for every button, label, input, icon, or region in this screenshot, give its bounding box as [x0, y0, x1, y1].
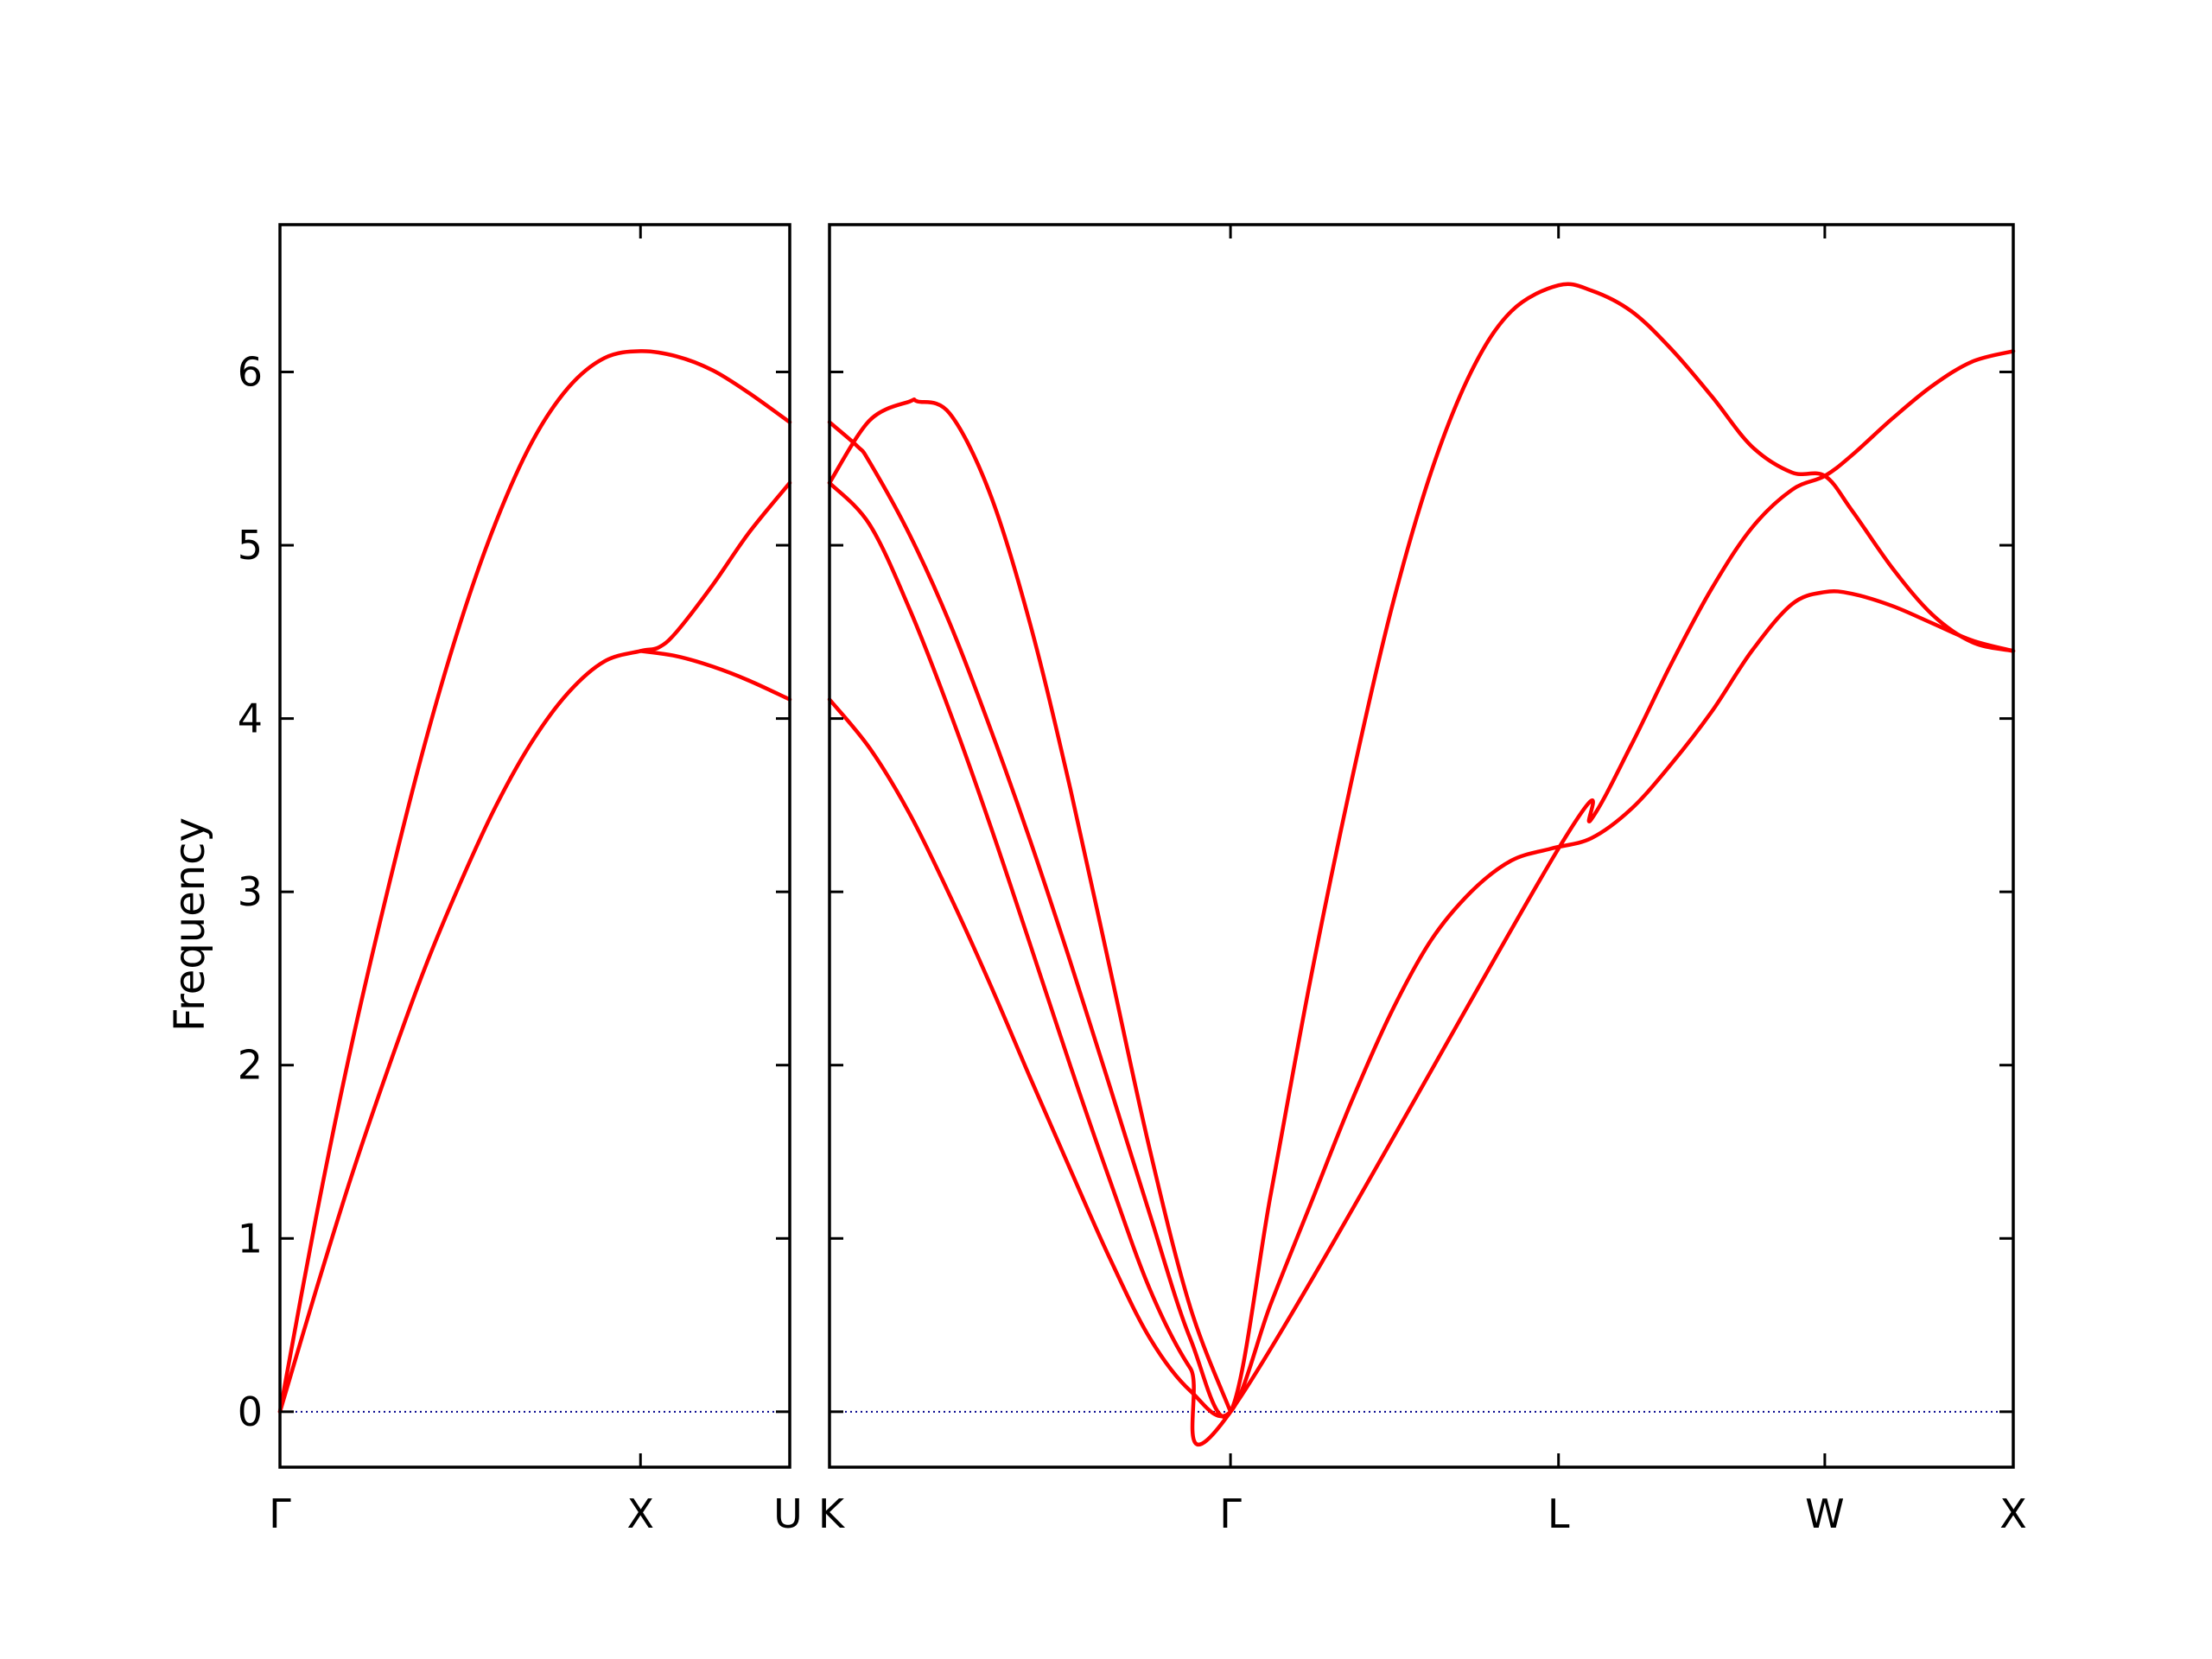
band-line-p1-2 [277, 349, 792, 1414]
band-line-p2-1 [827, 588, 2016, 1419]
band-line-p1-1 [277, 480, 792, 1414]
y-axis-label: Frequency [166, 817, 214, 1032]
y-tick-label: 6 [238, 348, 263, 395]
y-tick-label: 5 [238, 522, 263, 569]
x-tick-label: W [1805, 1491, 1844, 1537]
plot-frame-panel-2 [828, 223, 2015, 1469]
x-tick-label: U [773, 1491, 803, 1537]
x-tick-label: Γ [1219, 1491, 1242, 1537]
y-tick-label: 0 [238, 1389, 263, 1435]
y-tick-label: 1 [238, 1215, 263, 1262]
x-tick-label: X [1999, 1491, 2027, 1537]
x-tick-label: L [1548, 1491, 1570, 1537]
x-tick-label: K [818, 1491, 846, 1537]
band-line-p2-4 [827, 397, 1233, 1414]
x-tick-label: Γ [269, 1491, 291, 1537]
band-line-p1-3 [639, 649, 792, 702]
y-tick-label: 3 [238, 868, 263, 915]
band-lines [277, 282, 2016, 1446]
y-tick-label: 4 [238, 696, 263, 742]
axis-labels: 0 1 2 3 4 5 6 Γ X U K Γ L W X [238, 348, 2027, 1537]
plot-frame-panel-1 [278, 223, 791, 1469]
axes [278, 223, 2015, 1469]
x-tick-label: X [626, 1491, 654, 1537]
y-tick-label: 2 [238, 1042, 263, 1089]
band-line-p2-3 [827, 282, 2016, 1420]
band-line-p2-2 [827, 349, 2016, 1446]
